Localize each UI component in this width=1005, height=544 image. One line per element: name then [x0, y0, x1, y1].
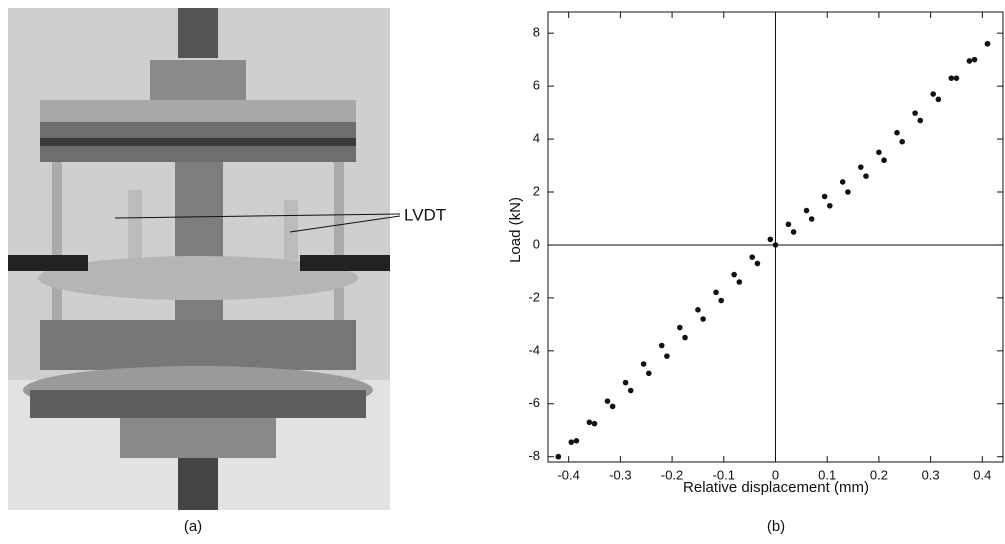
point — [754, 260, 761, 267]
point — [881, 157, 887, 164]
x-tick-label: 0.3 — [922, 467, 940, 482]
point — [700, 316, 706, 322]
point — [863, 173, 869, 179]
point — [971, 56, 978, 63]
point — [899, 138, 905, 145]
x-tick-label: 0.2 — [870, 467, 888, 482]
x-tick-label: 0.4 — [973, 467, 991, 482]
point — [966, 58, 973, 64]
point — [845, 189, 851, 195]
point — [555, 453, 562, 460]
point — [622, 379, 629, 386]
point — [876, 149, 882, 156]
y-tick-label: 4 — [533, 130, 540, 145]
point — [646, 370, 652, 377]
point — [790, 229, 797, 235]
y-tick-label: 8 — [533, 25, 540, 40]
point — [767, 236, 774, 243]
point — [568, 439, 575, 445]
point — [677, 324, 683, 331]
point — [664, 353, 670, 359]
point — [826, 202, 833, 209]
y-tick-label: 2 — [533, 183, 540, 198]
y-tick-label: -8 — [528, 448, 540, 463]
point — [718, 297, 725, 304]
point — [573, 438, 580, 444]
photo: LVDT — [8, 8, 446, 510]
x-tick-label: 0.1 — [818, 467, 836, 482]
point — [917, 117, 924, 124]
photo-annotation: LVDT — [404, 205, 446, 224]
point — [772, 242, 779, 248]
point — [803, 207, 810, 214]
point — [930, 91, 936, 97]
x-tick-label: -0.3 — [609, 467, 631, 482]
point — [591, 420, 598, 427]
point — [695, 306, 701, 313]
point — [984, 40, 991, 47]
point — [604, 398, 611, 404]
y-tick-label: 0 — [533, 236, 540, 251]
point — [821, 193, 828, 200]
photo-caption: (a) — [184, 518, 202, 535]
point — [609, 403, 616, 410]
x-axis-label: Relative displacement (mm) — [683, 479, 869, 496]
point — [736, 279, 743, 285]
point — [785, 221, 792, 228]
y-tick-label: -6 — [528, 395, 540, 410]
point — [586, 419, 593, 426]
point — [682, 334, 688, 341]
point — [858, 164, 864, 170]
point — [894, 129, 900, 136]
point — [640, 361, 647, 367]
point — [935, 96, 942, 103]
point — [839, 179, 846, 185]
chart-caption: (b) — [767, 518, 785, 535]
point — [749, 254, 756, 260]
y-tick-label: -2 — [528, 289, 540, 304]
x-tick-label: -0.1 — [713, 467, 735, 482]
point — [953, 75, 960, 81]
point — [948, 75, 955, 81]
point — [912, 110, 918, 116]
point — [808, 216, 815, 222]
x-tick-label: -0.2 — [661, 467, 683, 482]
point — [713, 289, 719, 296]
x-tick-label: -0.4 — [557, 467, 579, 482]
point — [658, 342, 665, 349]
y-tick-label: -4 — [528, 342, 540, 357]
y-axis-label: Load (kN) — [507, 197, 524, 263]
x-tick-label: 0 — [772, 467, 779, 482]
point — [731, 271, 737, 278]
point — [627, 387, 634, 394]
y-tick-label: 6 — [533, 78, 540, 93]
